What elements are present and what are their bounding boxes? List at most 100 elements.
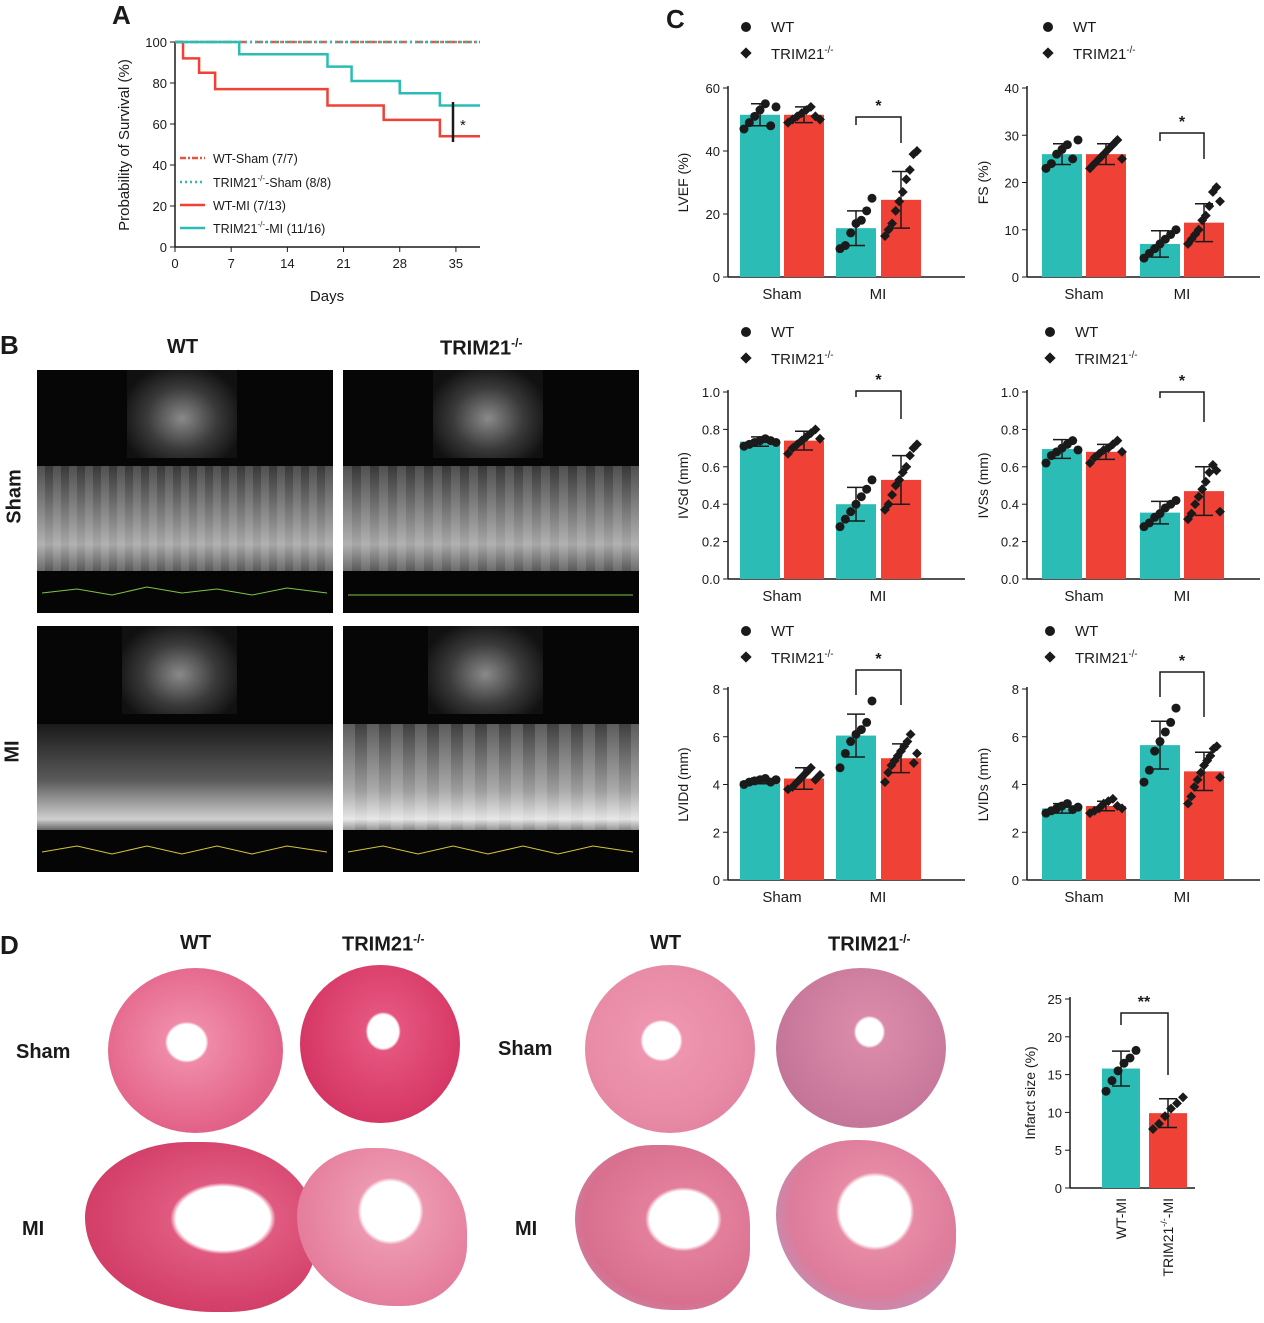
y-tick-label: 4 xyxy=(1012,778,1019,793)
data-point xyxy=(840,241,850,250)
x-category-label: MI xyxy=(870,588,887,605)
histo-col-label-wt-1: WT xyxy=(180,932,212,954)
data-point xyxy=(856,215,866,225)
histo-masson-ko-sham xyxy=(776,968,946,1128)
echo-row-label-mi: MI xyxy=(1,740,24,763)
y-tick-label: 20 xyxy=(1005,176,1019,191)
y-tick-label: 0.0 xyxy=(1001,572,1019,587)
data-point xyxy=(750,111,760,121)
data-point xyxy=(783,448,793,459)
y-tick-label: 1.0 xyxy=(702,385,720,400)
sig-star: * xyxy=(1179,114,1186,131)
data-point xyxy=(1171,225,1181,235)
legend-label-ko: TRIM21-/- xyxy=(771,45,834,63)
bar-sham-ko xyxy=(1086,451,1126,579)
y-tick-label: 0 xyxy=(713,270,720,285)
legend-label-ko: TRIM21-/- xyxy=(771,649,834,667)
data-point xyxy=(771,102,781,112)
lvidd-chart: WT TRIM21-/- 0 2 4 6 8 LVIDd (mm) Sham MI * xyxy=(675,623,965,906)
x-tick-label: 14 xyxy=(280,256,294,271)
y-tick-label: 0.8 xyxy=(702,422,720,437)
sig-bracket xyxy=(855,669,902,705)
sig-star: * xyxy=(875,372,882,389)
sig-star: ** xyxy=(1138,994,1151,1011)
data-point xyxy=(1178,1092,1188,1103)
bar-mi-ko xyxy=(881,758,921,880)
y-axis-label: Infarct size (%) xyxy=(1022,1046,1038,1139)
data-point xyxy=(846,228,856,238)
y-axis-label: Probability of Survival (%) xyxy=(116,59,133,231)
x-tick-label: 7 xyxy=(228,256,235,271)
bar-sham-ko xyxy=(1086,805,1126,880)
bar-sham-wt xyxy=(740,114,780,278)
data-point xyxy=(912,439,922,450)
sig-bracket xyxy=(855,116,902,143)
legend-label-ko: TRIM21-/- xyxy=(1073,45,1136,63)
x-tick-label: 21 xyxy=(336,256,350,271)
y-tick-label: 10 xyxy=(1005,223,1019,238)
histo-col-label-ko-2: TRIM21-/- xyxy=(828,932,911,956)
legend-label-wt: WT xyxy=(771,623,794,640)
y-tick-label: 0.6 xyxy=(702,460,720,475)
data-point xyxy=(894,196,905,207)
data-point xyxy=(912,146,922,156)
survival-chart: 0 20 40 60 80 100 0 7 14 21 28 35 Days Probability of… xyxy=(116,35,480,305)
y-tick-label: 20 xyxy=(153,199,167,214)
legend-label-wt: WT xyxy=(1073,19,1096,36)
legend-label-2: WT-MI (7/13) xyxy=(213,199,286,213)
y-axis-label: IVSs (mm) xyxy=(975,452,991,518)
data-point xyxy=(739,124,749,134)
y-tick-label: 40 xyxy=(706,144,720,159)
histo-masson-wt-mi xyxy=(575,1145,750,1310)
data-point xyxy=(897,187,908,197)
y-axis-label: LVIDd (mm) xyxy=(675,747,691,821)
data-point xyxy=(835,763,845,773)
y-tick-label: 2 xyxy=(1012,825,1019,840)
legend-dot-wt xyxy=(1045,327,1055,337)
y-axis-label: LVIDs (mm) xyxy=(975,748,991,822)
data-point xyxy=(1215,772,1225,783)
y-tick-label: 100 xyxy=(145,35,167,50)
histo-he-ko-mi xyxy=(297,1148,467,1306)
bar-sham-ko xyxy=(784,440,824,579)
data-point xyxy=(1046,159,1056,169)
y-tick-label: 60 xyxy=(153,117,167,132)
data-point xyxy=(1166,1103,1176,1114)
data-point xyxy=(856,725,866,735)
data-point xyxy=(1131,1045,1141,1055)
y-tick-label: 80 xyxy=(153,76,167,91)
data-point xyxy=(1211,465,1222,476)
histo-masson-wt-sham xyxy=(585,965,755,1133)
x-category-label: MI xyxy=(1174,588,1191,605)
data-point xyxy=(835,522,845,532)
legend-label-ko: TRIM21-/- xyxy=(1075,649,1138,667)
lvef-chart: WT TRIM21-/- 0 20 40 60 LVEF (%) Sham MI * xyxy=(675,19,965,303)
y-tick-label: 0.2 xyxy=(702,535,720,550)
data-point xyxy=(1062,799,1072,809)
data-point xyxy=(1125,1053,1135,1063)
y-tick-label: 5 xyxy=(1055,1143,1062,1158)
data-point xyxy=(1155,737,1165,747)
legend-label-wt: WT xyxy=(771,324,794,341)
data-point xyxy=(1155,509,1165,519)
x-category-label: MI xyxy=(870,889,887,906)
data-point xyxy=(771,775,781,785)
panel-letter-d: D xyxy=(0,930,19,960)
legend-label-wt: WT xyxy=(1075,623,1098,640)
x-tick-label: 28 xyxy=(393,256,407,271)
y-tick-label: 15 xyxy=(1048,1068,1062,1083)
data-point xyxy=(1215,196,1225,207)
legend-dot-wt xyxy=(741,626,751,636)
data-point xyxy=(1204,201,1215,212)
data-point xyxy=(1119,1058,1129,1068)
legend-diamond-ko xyxy=(740,352,752,364)
data-point xyxy=(1150,746,1160,756)
data-point xyxy=(1154,1118,1164,1129)
data-point xyxy=(904,450,915,461)
data-point xyxy=(862,206,872,216)
echo-row-label-sham: Sham xyxy=(3,469,26,524)
x-category-label: Sham xyxy=(762,889,801,906)
x-category-label: Sham xyxy=(762,588,801,605)
data-point xyxy=(1171,703,1181,713)
y-axis-label: LVEF (%) xyxy=(675,153,691,213)
